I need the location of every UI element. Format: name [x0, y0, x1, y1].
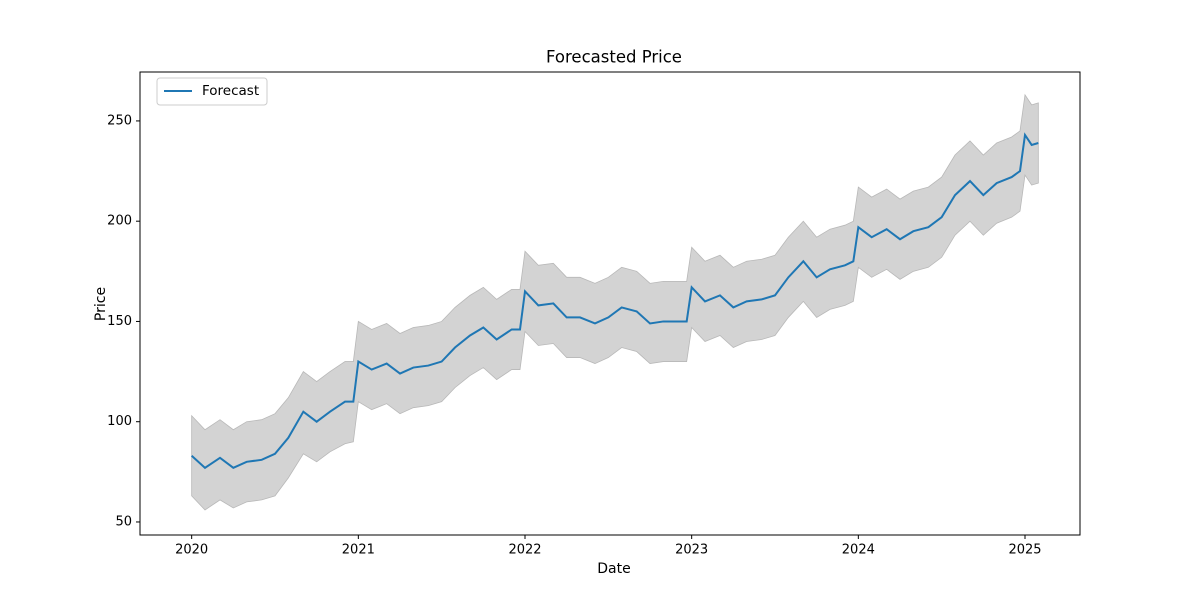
y-tick-label: 200: [107, 214, 132, 229]
y-tick-label: 50: [115, 514, 132, 529]
legend-label: Forecast: [202, 83, 259, 99]
y-axis-label: Price: [93, 287, 109, 321]
x-tick-label: 2024: [842, 543, 875, 558]
x-axis-label: Date: [597, 561, 630, 577]
plot-frame: [139, 71, 1081, 536]
forecast-line: [190, 132, 1039, 470]
x-tick-label: 2021: [342, 543, 375, 558]
y-tick-label: 150: [107, 314, 132, 329]
x-tick-label: 2020: [175, 543, 208, 558]
chart-title: Forecasted Price: [546, 48, 682, 67]
x-tick-label: 2025: [1008, 543, 1041, 558]
legend-box: [156, 77, 268, 106]
y-tick-label: 100: [107, 414, 132, 429]
x-tick-label: 2023: [675, 543, 708, 558]
confidence-band: [191, 93, 1039, 511]
x-tick-label: 2022: [508, 543, 541, 558]
y-tick-label: 250: [107, 113, 132, 128]
